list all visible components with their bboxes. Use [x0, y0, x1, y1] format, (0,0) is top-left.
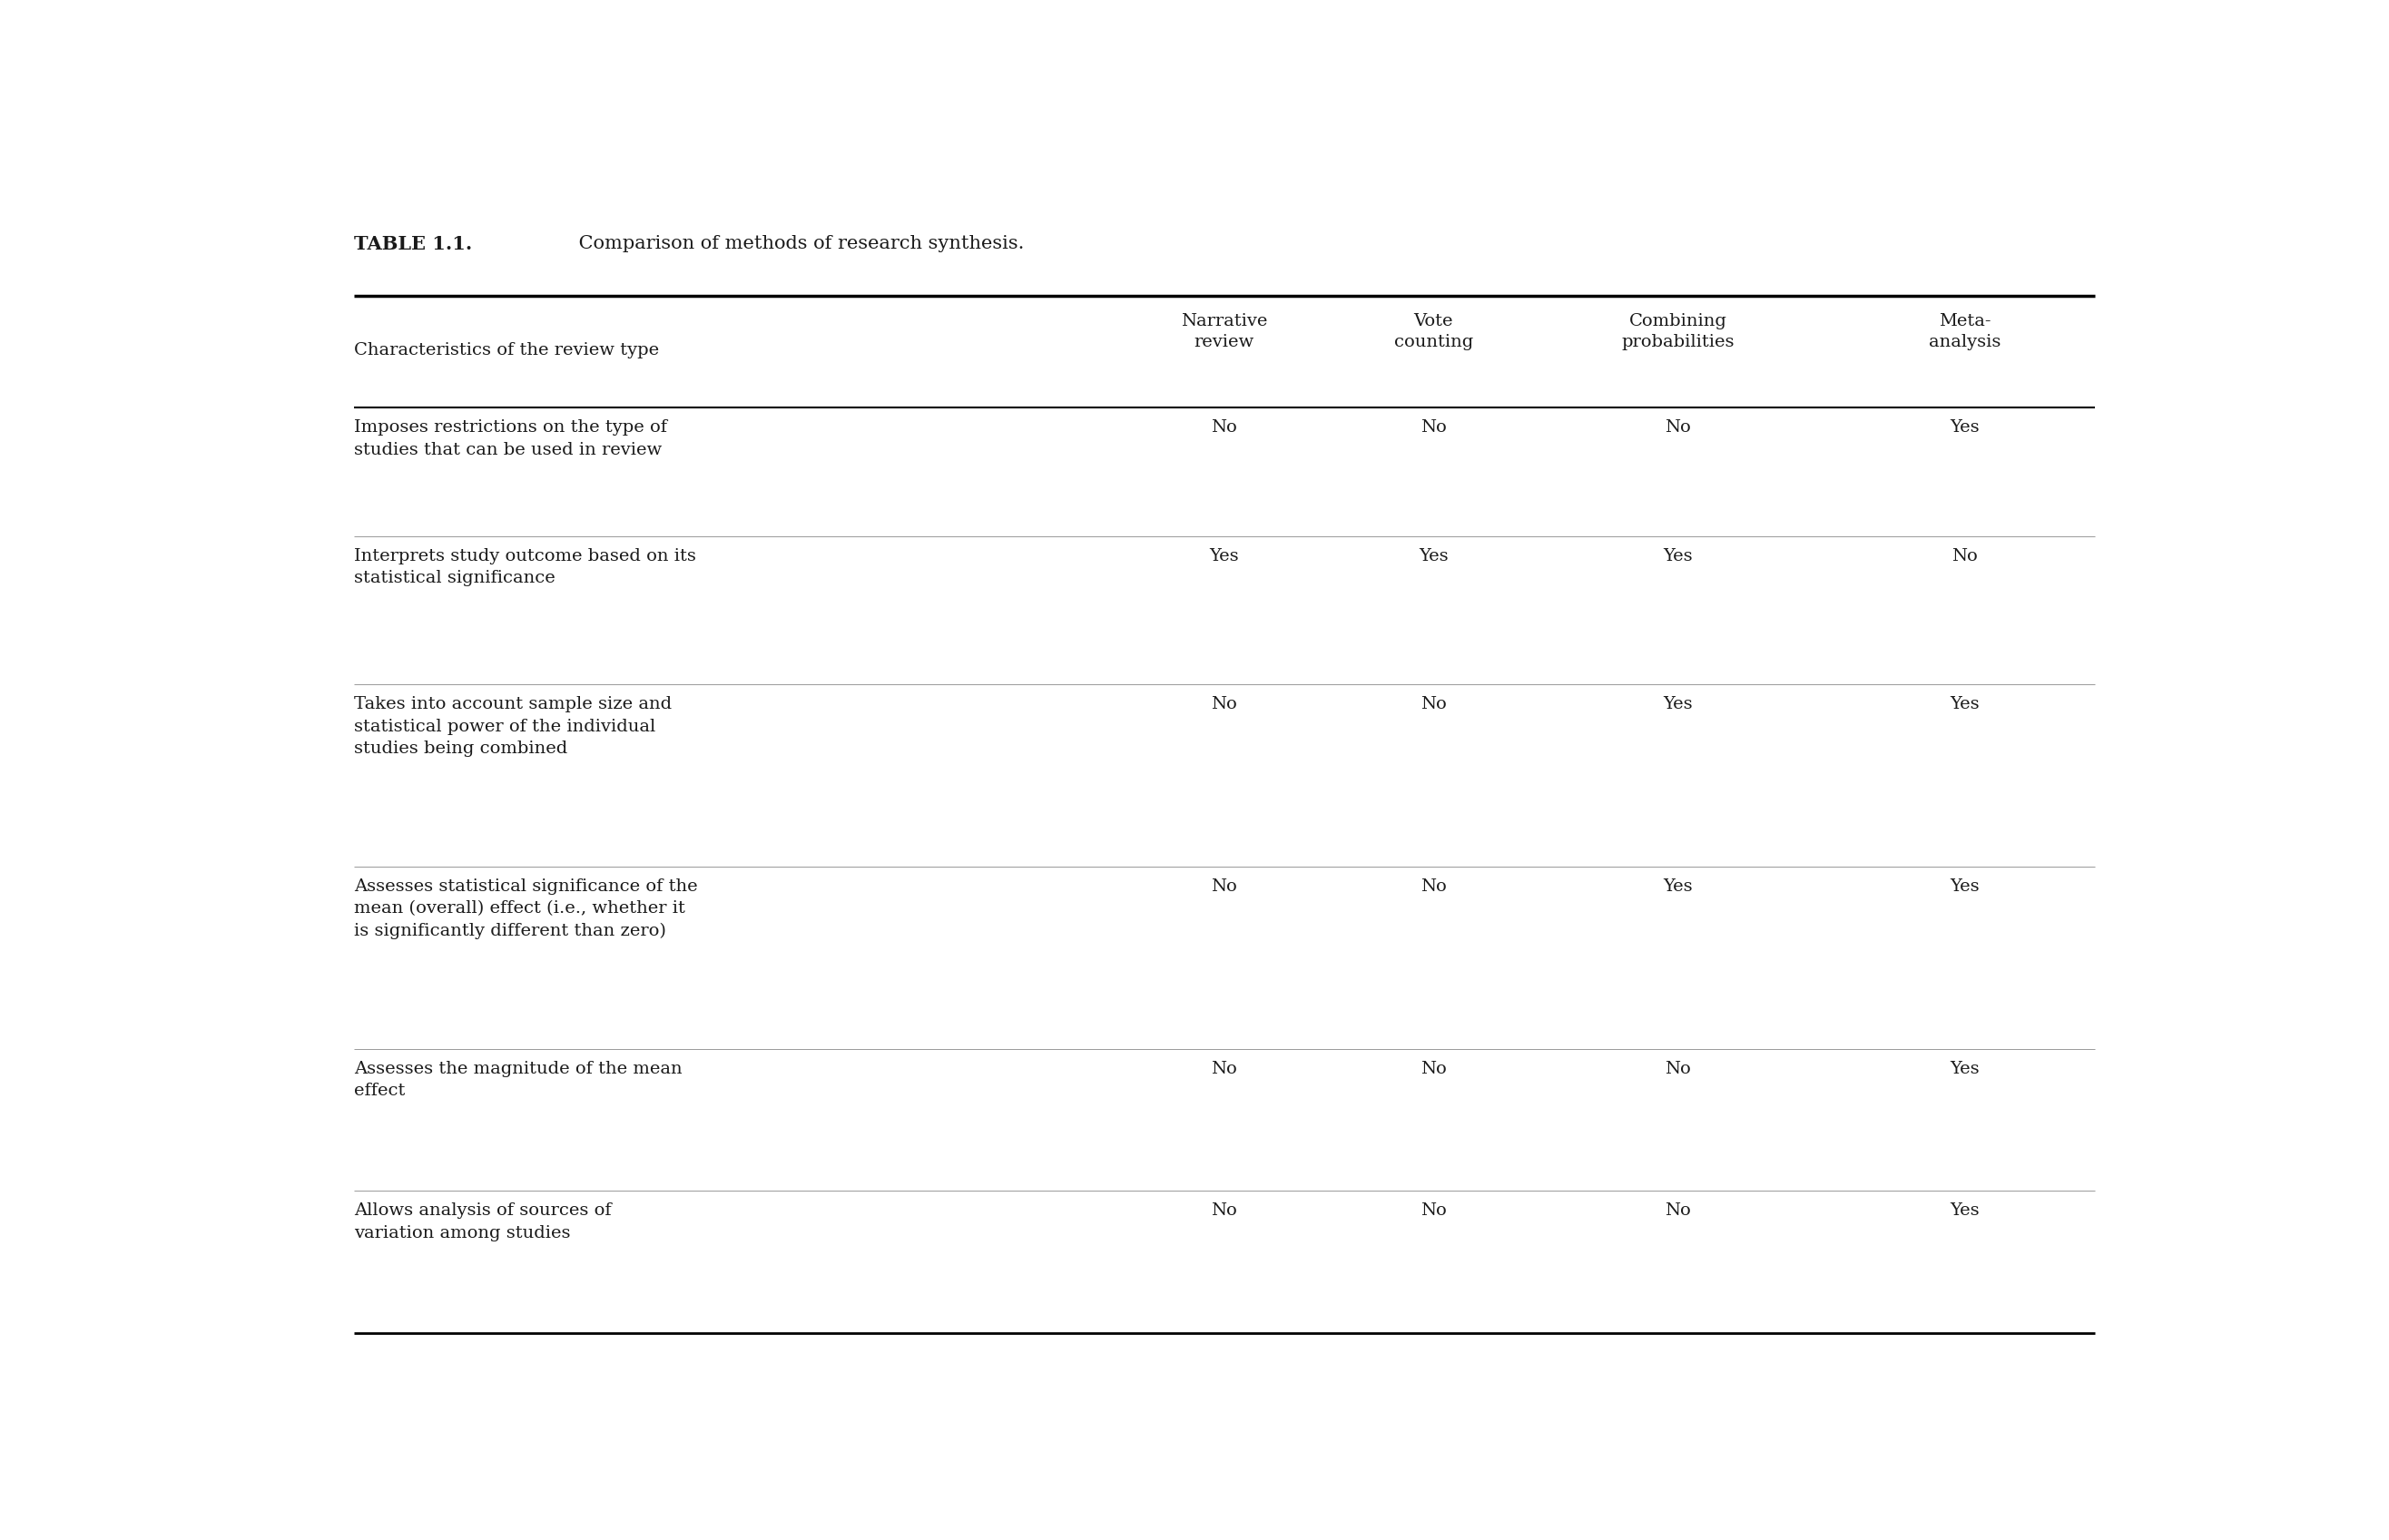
Text: Yes: Yes: [1949, 1061, 1980, 1078]
Text: Combining
probabilities: Combining probabilities: [1622, 313, 1734, 351]
Text: Assesses the magnitude of the mean
effect: Assesses the magnitude of the mean effec…: [354, 1061, 683, 1100]
Text: Yes: Yes: [1949, 1203, 1980, 1220]
Text: Vote
counting: Vote counting: [1395, 313, 1474, 351]
Text: Yes: Yes: [1663, 548, 1694, 564]
Text: Yes: Yes: [1663, 696, 1694, 713]
Text: No: No: [1665, 1061, 1691, 1078]
Text: No: No: [1211, 1203, 1238, 1220]
Text: Allows analysis of sources of
variation among studies: Allows analysis of sources of variation …: [354, 1203, 612, 1241]
Text: Yes: Yes: [1949, 879, 1980, 895]
Text: Comparison of methods of research synthesis.: Comparison of methods of research synthe…: [573, 234, 1025, 253]
Text: Characteristics of the review type: Characteristics of the review type: [354, 342, 659, 359]
Text: No: No: [1211, 1061, 1238, 1078]
Text: No: No: [1211, 879, 1238, 895]
Text: TABLE 1.1.: TABLE 1.1.: [354, 234, 473, 253]
Text: Takes into account sample size and
statistical power of the individual
studies b: Takes into account sample size and stati…: [354, 696, 671, 756]
Text: No: No: [1665, 419, 1691, 436]
Text: Yes: Yes: [1949, 696, 1980, 713]
Text: Interprets study outcome based on its
statistical significance: Interprets study outcome based on its st…: [354, 548, 695, 587]
Text: No: No: [1665, 1203, 1691, 1220]
Text: No: No: [1421, 696, 1448, 713]
Text: Narrative
review: Narrative review: [1180, 313, 1269, 351]
Text: Yes: Yes: [1419, 548, 1448, 564]
Text: Imposes restrictions on the type of
studies that can be used in review: Imposes restrictions on the type of stud…: [354, 419, 667, 457]
Text: No: No: [1421, 1061, 1448, 1078]
Text: Assesses statistical significance of the
mean (overall) effect (i.e., whether it: Assesses statistical significance of the…: [354, 879, 698, 939]
Text: No: No: [1421, 879, 1448, 895]
Text: Yes: Yes: [1209, 548, 1240, 564]
Text: No: No: [1421, 419, 1448, 436]
Text: Yes: Yes: [1949, 419, 1980, 436]
Text: No: No: [1421, 1203, 1448, 1220]
Text: Yes: Yes: [1663, 879, 1694, 895]
Text: Meta-
analysis: Meta- analysis: [1928, 313, 2002, 351]
Text: No: No: [1211, 419, 1238, 436]
Text: No: No: [1952, 548, 1978, 564]
Text: No: No: [1211, 696, 1238, 713]
